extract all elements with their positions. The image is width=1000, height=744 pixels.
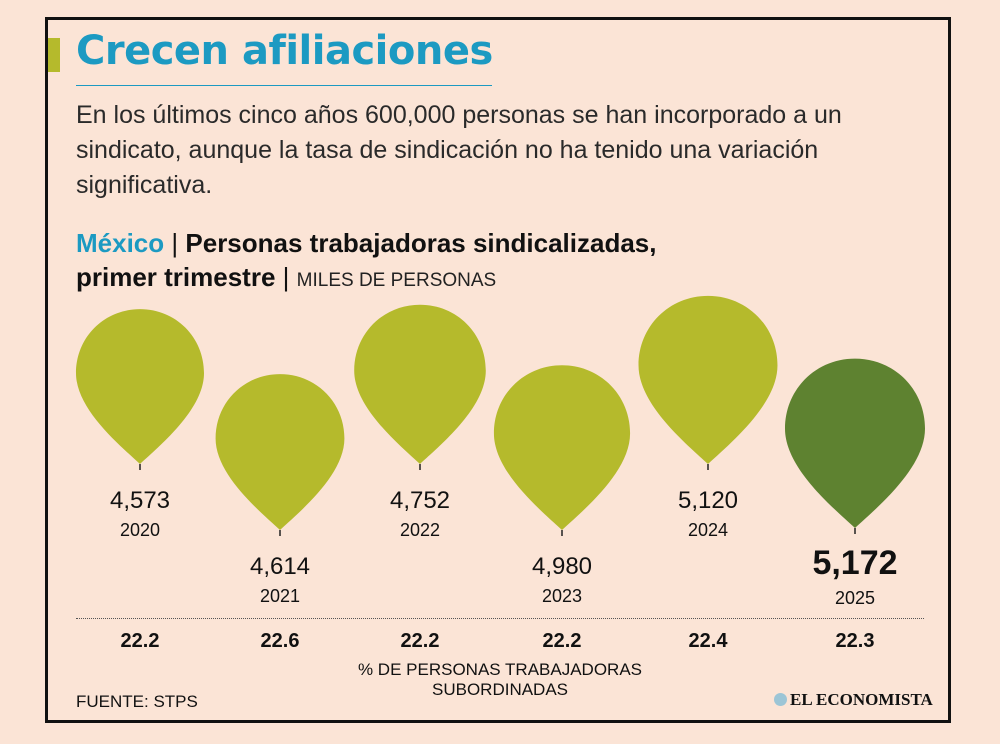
- chart-heading: México | Personas trabajadoras sindicali…: [76, 226, 876, 298]
- balloon-2024: [638, 295, 778, 464]
- year-label: 2022: [400, 520, 440, 540]
- value-label: 4,752: [390, 487, 450, 514]
- chart-heading-unit: MILES DE PERSONAS: [296, 270, 497, 291]
- rate-value: 22.3: [835, 630, 875, 652]
- value-label: 4,614: [250, 553, 310, 580]
- balloon-2021: [215, 374, 345, 530]
- rate-value: 22.4: [688, 630, 728, 652]
- rate-value: 22.2: [120, 630, 160, 652]
- value-label: 5,172: [812, 544, 897, 582]
- page-subtitle: En los últimos cinco años 600,000 person…: [76, 101, 842, 199]
- rate-value: 22.2: [542, 630, 582, 652]
- value-label: 5,120: [678, 487, 738, 514]
- balloon-2020: [76, 309, 204, 464]
- year-label: 2021: [260, 586, 300, 606]
- heading-separator: |: [282, 262, 290, 292]
- value-label: 4,573: [110, 487, 170, 514]
- balloon-2022: [354, 304, 486, 464]
- brand-name: EL ECONOMISTA: [790, 690, 933, 709]
- chart-frame: [45, 17, 951, 723]
- heading-separator: |: [171, 228, 179, 258]
- title-accent-bar: [48, 38, 60, 72]
- source-note: FUENTE: STPS: [76, 692, 198, 711]
- value-label: 4,980: [532, 553, 592, 580]
- rate-divider: [76, 618, 924, 619]
- balloon-2025: [785, 358, 925, 528]
- chart-heading-title-line1: Personas trabajadoras sindicalizadas,: [185, 228, 657, 258]
- title-underline: [76, 85, 492, 86]
- balloon-2023: [493, 365, 631, 530]
- rate-value: 22.2: [400, 630, 440, 652]
- rate-caption: % DE PERSONAS TRABAJADORAS SUBORDINADAS: [357, 660, 643, 699]
- year-label: 2024: [688, 520, 728, 540]
- rate-value: 22.6: [260, 630, 300, 652]
- year-label: 2023: [542, 586, 582, 606]
- brand-logo: EL ECONOMISTA: [774, 690, 933, 710]
- year-label: 2020: [120, 520, 160, 540]
- page-title: Crecen afiliaciones: [76, 28, 493, 74]
- year-label: 2025: [835, 588, 875, 608]
- chart-heading-country: México: [76, 228, 165, 258]
- chart-heading-title-line2: primer trimestre: [76, 262, 276, 292]
- brand-icon: [774, 693, 787, 706]
